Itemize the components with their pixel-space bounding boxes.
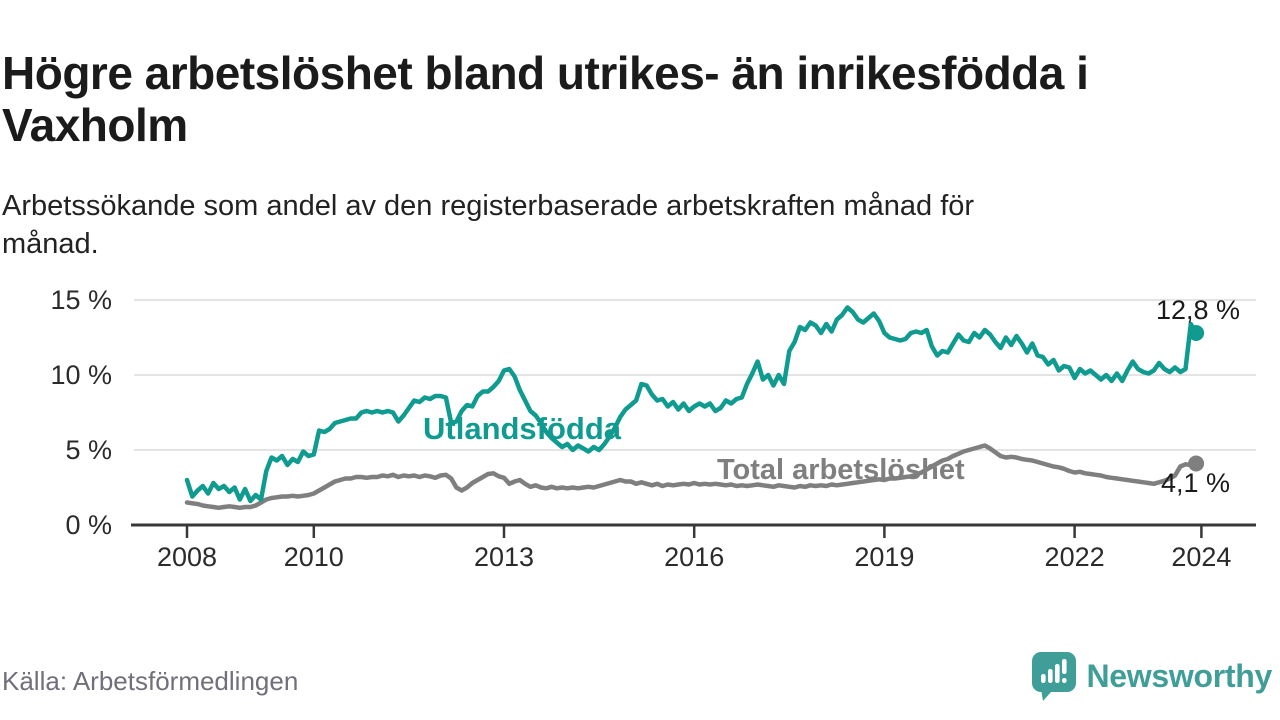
bar-chart-bar-medium: [1047, 669, 1053, 683]
speech-bubble-shape: [1031, 652, 1076, 701]
series-label-utlandsfodda: Utlandsfödda: [423, 411, 622, 446]
bar-chart-bar-large: [1054, 664, 1060, 683]
newsworthy-logo-icon: [1031, 652, 1076, 701]
y-axis-label-10: 10 %: [50, 360, 112, 390]
series-line-0: [184, 305, 1199, 504]
x-axis-label-2016: 2016: [664, 542, 724, 572]
series-end-dot-0: [1188, 325, 1205, 341]
newsworthy-logo-text: Newsworthy: [1086, 657, 1273, 694]
x-axis-label-2024: 2024: [1171, 542, 1231, 572]
series-line-1: [184, 443, 1199, 511]
y-axis-label-0: 0 %: [65, 510, 112, 540]
series-end-dot-1: [1188, 455, 1205, 472]
x-axis-label-2022: 2022: [1045, 542, 1105, 572]
exclamation-bar: [1061, 659, 1067, 674]
y-axis-label-15: 15 %: [50, 285, 112, 315]
series-label-total-arbetsloshet: Total arbetslöshet: [717, 454, 965, 486]
source-note: Källa: Arbetsförmedlingen: [2, 666, 299, 696]
page-title: Högre arbetslöshet bland utrikes- än inr…: [2, 46, 1089, 151]
end-value-label-total: 4,1 %: [1160, 468, 1230, 498]
x-axis-label-2019: 2019: [854, 542, 914, 572]
exclamation-dot: [1061, 678, 1067, 683]
newsworthy-logo: Newsworthy: [1031, 650, 1273, 702]
end-value-label-utlandsfodda: 12,8 %: [1155, 295, 1240, 325]
y-axis-label-5: 5 %: [65, 435, 112, 465]
x-axis-label-2008: 2008: [157, 542, 217, 572]
x-axis-label-2013: 2013: [474, 542, 534, 572]
page-subtitle: Arbetssökande som andel av den registerb…: [2, 190, 975, 260]
x-axis-label-2010: 2010: [284, 542, 344, 572]
bar-chart-bar-small: [1040, 674, 1046, 683]
